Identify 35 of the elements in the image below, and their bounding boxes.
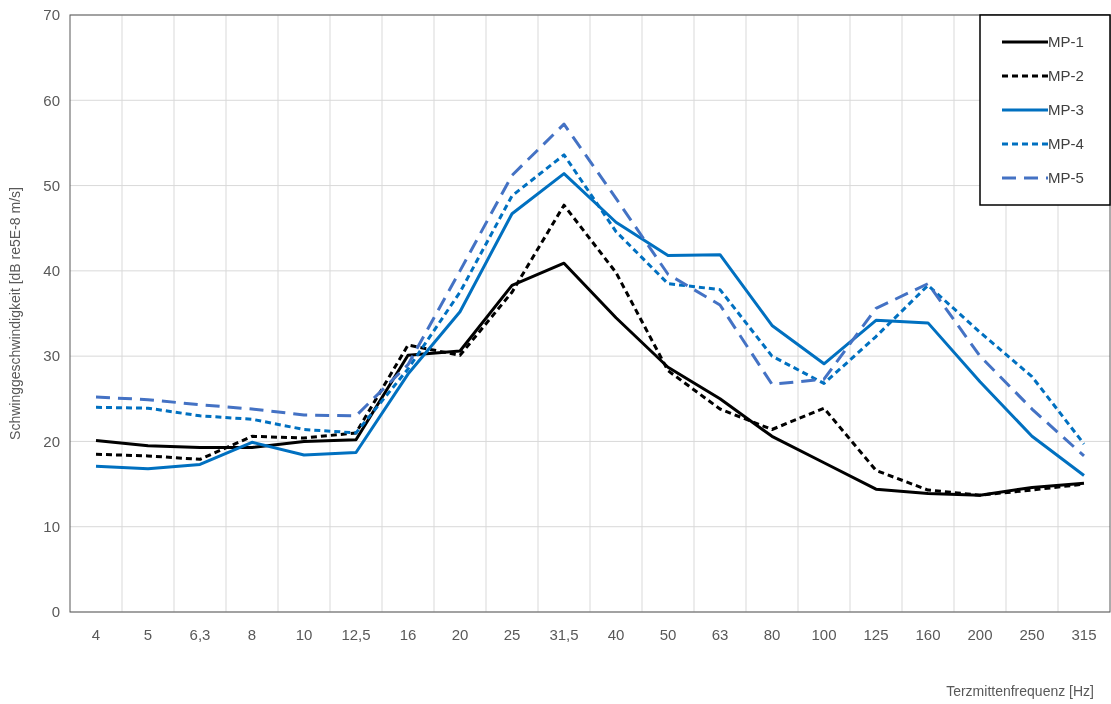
x-tick-label: 31,5: [549, 626, 579, 643]
x-tick-label: 125: [863, 626, 889, 643]
legend-label: MP-4: [1048, 135, 1084, 153]
x-tick-label: 250: [1019, 626, 1045, 643]
y-tick-label: 50: [43, 176, 60, 194]
legend-label: MP-2: [1048, 67, 1084, 85]
x-tick-label: 40: [607, 626, 625, 643]
x-tick-label: 100: [811, 626, 837, 643]
x-tick-label: 63: [711, 626, 729, 643]
x-tick-label: 20: [451, 626, 469, 643]
x-tick-label: 50: [659, 626, 677, 643]
x-tick-label: 160: [915, 626, 941, 643]
y-tick-label: 20: [43, 432, 60, 450]
x-tick-label: 4: [91, 626, 101, 643]
x-tick-label: 12,5: [341, 626, 371, 643]
legend-label: MP-3: [1048, 101, 1084, 119]
legend-label: MP-5: [1048, 169, 1084, 187]
x-tick-label: 8: [247, 626, 257, 643]
y-tick-label: 40: [43, 262, 60, 280]
x-axis-title: Terzmittenfrequenz [Hz]: [946, 683, 1094, 699]
x-tick-label: 315: [1071, 626, 1097, 643]
x-tick-label: 200: [967, 626, 993, 643]
x-tick-label: 16: [399, 626, 417, 643]
y-tick-label: 60: [43, 91, 60, 109]
x-tick-label: 10: [295, 626, 313, 643]
legend-label: MP-1: [1048, 33, 1084, 51]
y-tick-label: 70: [43, 6, 60, 24]
y-axis-title: Schwinggeschwindigkeit [dB re5E-8 m/s]: [7, 187, 23, 440]
y-tick-label: 10: [43, 517, 60, 535]
y-tick-label: 30: [43, 347, 60, 365]
x-tick-label: 6,3: [189, 626, 211, 643]
y-tick-label: 0: [51, 603, 60, 621]
x-tick-label: 5: [143, 626, 153, 643]
x-tick-label: 80: [763, 626, 781, 643]
x-tick-label: 25: [503, 626, 521, 643]
